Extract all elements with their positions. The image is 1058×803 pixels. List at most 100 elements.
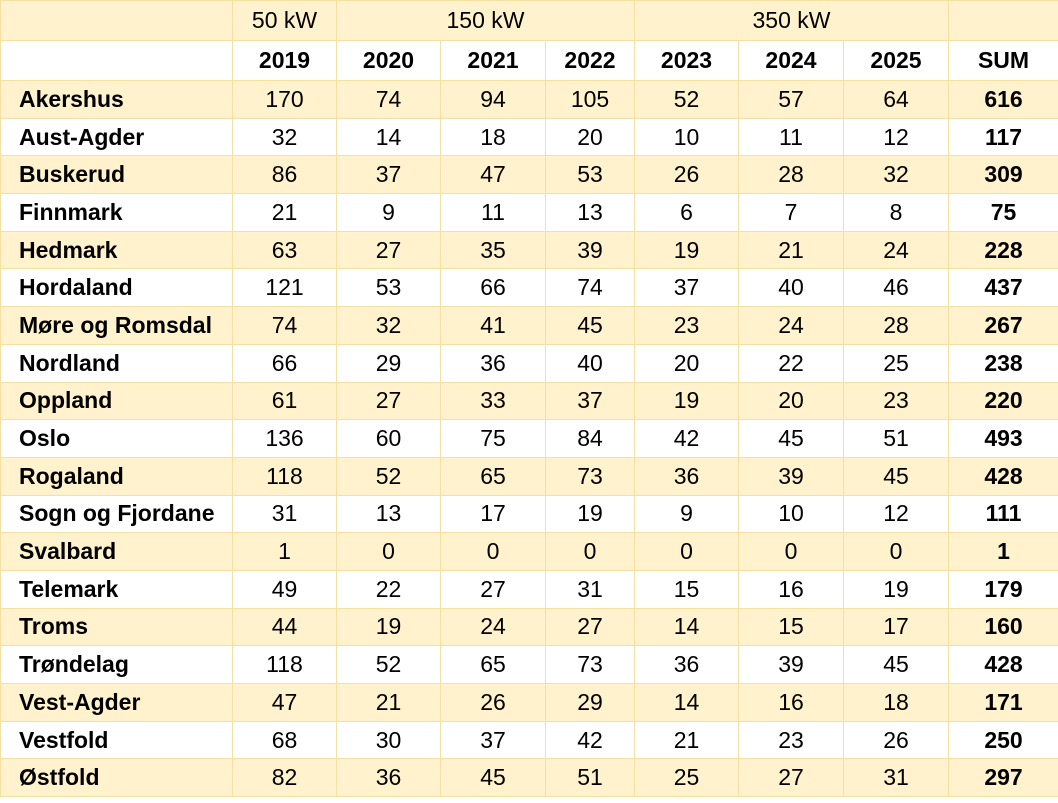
value-cell: 24 xyxy=(738,306,844,345)
region-name: Buskerud xyxy=(0,155,233,195)
value-cell: 20 xyxy=(634,343,739,383)
sum-cell: 428 xyxy=(948,456,1058,496)
table-row: Oppland 61 27 33 37 19 20 23 220 xyxy=(0,381,1058,421)
sum-cell: 220 xyxy=(948,381,1058,421)
value-cell: 75 xyxy=(440,419,546,458)
value-cell: 15 xyxy=(738,607,844,647)
value-cell: 37 xyxy=(336,155,441,195)
value-cell: 86 xyxy=(232,155,337,195)
value-cell: 22 xyxy=(738,343,844,383)
value-cell: 27 xyxy=(440,569,546,609)
value-cell: 21 xyxy=(336,683,441,722)
value-cell: 25 xyxy=(843,343,949,383)
region-name: Akershus xyxy=(0,80,233,119)
value-cell: 121 xyxy=(232,268,337,308)
sum-cell: 267 xyxy=(948,306,1058,345)
value-cell: 19 xyxy=(843,569,949,609)
sum-cell: 117 xyxy=(948,117,1058,157)
value-cell: 136 xyxy=(232,419,337,458)
value-cell: 35 xyxy=(440,230,546,270)
table-row: Akershus 170 74 94 105 52 57 64 616 xyxy=(0,80,1058,119)
value-cell: 31 xyxy=(545,569,635,609)
value-cell: 16 xyxy=(738,683,844,722)
region-name: Møre og Romsdal xyxy=(0,306,233,345)
value-cell: 32 xyxy=(336,306,441,345)
table-row: Finnmark 21 9 11 13 6 7 8 75 xyxy=(0,193,1058,232)
sum-cell: 428 xyxy=(948,645,1058,684)
header-year: 2022 xyxy=(545,40,635,81)
value-cell: 0 xyxy=(440,532,546,571)
header-corner-cell xyxy=(0,0,233,41)
value-cell: 12 xyxy=(843,494,949,534)
value-cell: 0 xyxy=(843,532,949,571)
value-cell: 21 xyxy=(738,230,844,270)
value-cell: 44 xyxy=(232,607,337,647)
sum-cell: 616 xyxy=(948,80,1058,119)
value-cell: 17 xyxy=(440,494,546,534)
region-name: Østfold xyxy=(0,758,233,798)
value-cell: 23 xyxy=(738,720,844,760)
value-cell: 14 xyxy=(336,117,441,157)
header-sum-spacer xyxy=(948,0,1058,41)
header-row-years: 2019 2020 2021 2022 2023 2024 2025 SUM xyxy=(0,40,1058,81)
value-cell: 74 xyxy=(336,80,441,119)
value-cell: 45 xyxy=(843,456,949,496)
value-cell: 45 xyxy=(545,306,635,345)
value-cell: 39 xyxy=(738,456,844,496)
value-cell: 29 xyxy=(336,343,441,383)
header-sum: SUM xyxy=(948,40,1058,81)
region-name: Hordaland xyxy=(0,268,233,308)
value-cell: 18 xyxy=(843,683,949,722)
value-cell: 36 xyxy=(634,645,739,684)
table-row: Rogaland 118 52 65 73 36 39 45 428 xyxy=(0,456,1058,496)
value-cell: 53 xyxy=(336,268,441,308)
table-row: Nordland 66 29 36 40 20 22 25 238 xyxy=(0,343,1058,383)
table-row: Svalbard 1 0 0 0 0 0 0 1 xyxy=(0,532,1058,571)
sum-cell: 493 xyxy=(948,419,1058,458)
value-cell: 36 xyxy=(336,758,441,798)
value-cell: 118 xyxy=(232,645,337,684)
value-cell: 16 xyxy=(738,569,844,609)
value-cell: 64 xyxy=(843,80,949,119)
value-cell: 40 xyxy=(738,268,844,308)
value-cell: 53 xyxy=(545,155,635,195)
value-cell: 29 xyxy=(545,683,635,722)
table-row: Vestfold 68 30 37 42 21 23 26 250 xyxy=(0,720,1058,760)
region-name: Sogn og Fjordane xyxy=(0,494,233,534)
value-cell: 105 xyxy=(545,80,635,119)
value-cell: 94 xyxy=(440,80,546,119)
table-row: Vest-Agder 47 21 26 29 14 16 18 171 xyxy=(0,683,1058,722)
sum-cell: 437 xyxy=(948,268,1058,308)
sum-cell: 179 xyxy=(948,569,1058,609)
region-name: Rogaland xyxy=(0,456,233,496)
value-cell: 31 xyxy=(232,494,337,534)
value-cell: 66 xyxy=(232,343,337,383)
sum-cell: 309 xyxy=(948,155,1058,195)
value-cell: 31 xyxy=(843,758,949,798)
value-cell: 28 xyxy=(843,306,949,345)
value-cell: 14 xyxy=(634,607,739,647)
value-cell: 68 xyxy=(232,720,337,760)
value-cell: 60 xyxy=(336,419,441,458)
value-cell: 26 xyxy=(440,683,546,722)
header-year: 2021 xyxy=(440,40,546,81)
table-row: Buskerud 86 37 47 53 26 28 32 309 xyxy=(0,155,1058,195)
value-cell: 10 xyxy=(738,494,844,534)
value-cell: 45 xyxy=(738,419,844,458)
header-year: 2019 xyxy=(232,40,337,81)
table-row: Oslo 136 60 75 84 42 45 51 493 xyxy=(0,419,1058,458)
region-name: Finnmark xyxy=(0,193,233,232)
sum-cell: 238 xyxy=(948,343,1058,383)
value-cell: 61 xyxy=(232,381,337,421)
value-cell: 27 xyxy=(545,607,635,647)
region-name: Aust-Agder xyxy=(0,117,233,157)
value-cell: 32 xyxy=(843,155,949,195)
value-cell: 37 xyxy=(440,720,546,760)
value-cell: 26 xyxy=(843,720,949,760)
header-group-150kw: 150 kW xyxy=(336,0,635,41)
region-name: Vest-Agder xyxy=(0,683,233,722)
value-cell: 17 xyxy=(843,607,949,647)
value-cell: 45 xyxy=(843,645,949,684)
sum-cell: 250 xyxy=(948,720,1058,760)
value-cell: 0 xyxy=(336,532,441,571)
